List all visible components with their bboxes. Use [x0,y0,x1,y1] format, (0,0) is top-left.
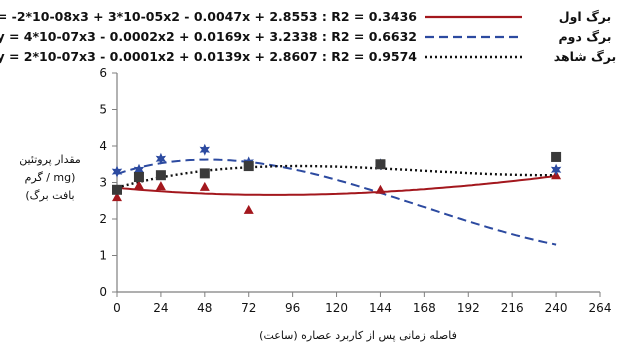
y-tick-label: 5 [99,103,107,117]
x-tick-label: 144 [369,301,392,315]
point-marker-control [375,159,386,170]
point-marker-leaf2 [155,152,167,165]
point-marker-control [551,151,562,162]
y-tick-label: 4 [99,139,107,153]
x-tick-label: 216 [501,301,524,315]
x-axis-title: فاصله زمانی پس از کاربرد عصاره (ساعت) [259,329,457,342]
trend-line-3 [116,164,557,189]
legend-name-2: برگ دوم [559,28,612,45]
x-tick-label: 168 [413,301,436,315]
legend-name-3: برگ شاهد [554,48,617,64]
point-marker-leaf1 [112,192,122,202]
y-tick-label: 2 [99,212,107,226]
legend-equation-3: y = 2*10-07x3 - 0.0001x2 + 0.0139x + 2.8… [0,49,417,64]
x-tick-label: 192 [457,301,480,315]
point-marker-control [133,172,144,183]
y-tick-label: 0 [99,285,107,299]
point-marker-leaf2 [111,165,123,178]
point-marker-control [155,170,166,181]
y-axis-title-line: مقدار پروتئین [19,153,81,166]
trend-lines [116,158,557,246]
point-marker-leaf2 [199,143,210,156]
point-marker-leaf1 [133,180,144,190]
y-tick-label: 1 [99,249,107,263]
trend-line-2 [116,158,557,246]
point-marker-control [199,168,210,179]
point-marker-control [112,184,122,195]
axis-labels: 0 24 48 72 96 120 144 168 192 216 240 264 0 1 2 3 4 5 6 فاص… [19,66,611,342]
point-marker-leaf1 [155,181,166,191]
x-tick-label: 240 [545,301,568,315]
legend-name-1: برگ اول [559,8,612,24]
y-tick-label: 6 [99,66,107,80]
y-tick-label: 3 [99,176,107,190]
x-tick-label: 24 [153,301,168,315]
x-tick-label: 120 [325,301,348,315]
axes [112,72,601,297]
legend-equation-2: y = 4*10-07x3 - 0.0002x2 + 0.0169x + 3.2… [0,29,417,44]
y-axis-title-line: بافت برگ) [25,189,74,202]
legend: y = -2*10-08x3 + 3*10-05x2 - 0.0047x + 2… [0,8,616,64]
point-marker-leaf2 [550,163,562,176]
point-marker-leaf1 [243,204,254,214]
trend-line-1 [116,175,557,196]
x-tick-label: 264 [589,301,612,315]
point-marker-control [243,161,254,172]
x-tick-label: 96 [285,301,300,315]
legend-equation-1: y = -2*10-08x3 + 3*10-05x2 - 0.0047x + 2… [0,9,417,24]
point-marker-leaf2 [133,163,145,176]
y-axis-title-line: (mg / گرم [25,171,76,184]
x-tick-label: 0 [113,301,121,315]
point-marker-leaf1 [375,184,386,194]
x-tick-label: 48 [197,301,212,315]
point-marker-leaf1 [199,181,210,191]
data-points [111,143,562,214]
x-tick-label: 72 [241,301,256,315]
